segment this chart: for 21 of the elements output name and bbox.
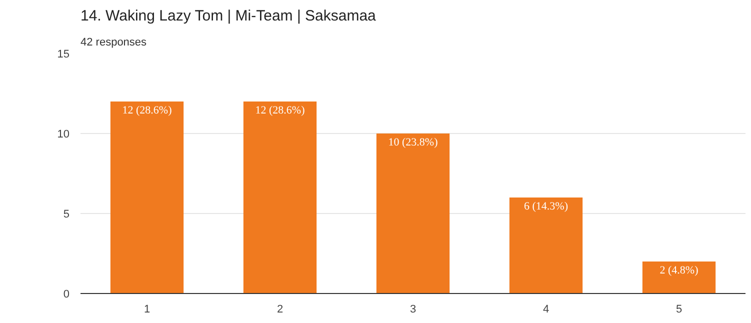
bar <box>243 102 317 294</box>
y-tick-label: 15 <box>57 48 70 60</box>
x-tick-label: 1 <box>144 304 150 316</box>
y-tick-label: 10 <box>57 128 70 140</box>
data-label: 12 (28.6%) <box>122 104 172 116</box>
x-tick-label: 3 <box>410 304 416 316</box>
x-tick-label: 4 <box>542 304 550 316</box>
data-label: 6 (14.3%) <box>524 200 568 212</box>
bar <box>110 102 184 294</box>
chart-subtitle: 42 responses <box>80 36 148 48</box>
data-label: 2 (4.8%) <box>660 264 699 276</box>
bar <box>642 262 716 294</box>
data-label: 10 (23.8%) <box>388 136 438 148</box>
y-tick-label: 0 <box>63 288 70 300</box>
y-tick-label: 5 <box>63 208 70 220</box>
bar <box>509 198 583 294</box>
x-tick-label: 5 <box>676 304 682 316</box>
bar <box>376 134 450 294</box>
chart-title: 14. Waking Lazy Tom | Mi-Team | Saksamaa <box>80 8 377 24</box>
x-tick-label: 2 <box>276 304 284 316</box>
data-label: 12 (28.6%) <box>255 104 306 116</box>
